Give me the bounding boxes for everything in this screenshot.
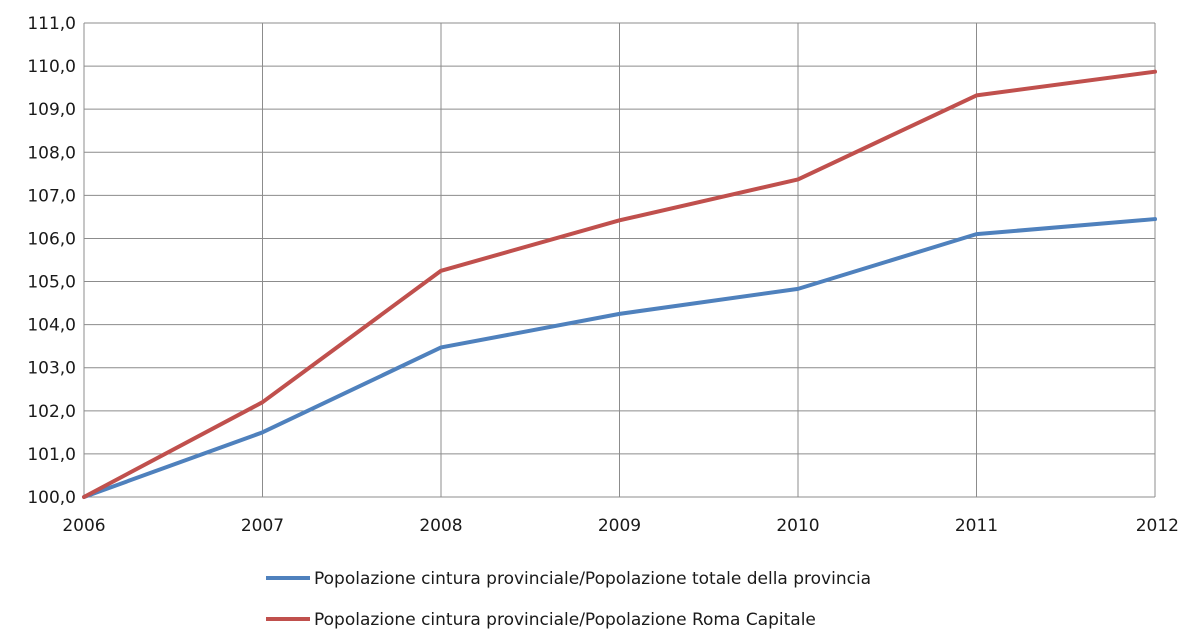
y-tick-label: 104,0 (27, 316, 76, 336)
y-tick-label: 100,0 (27, 488, 76, 508)
y-tick-label: 103,0 (27, 359, 76, 379)
legend: Popolazione cintura provinciale/Popolazi… (266, 569, 871, 630)
x-tick-label: 2012 (1136, 516, 1179, 536)
y-tick-label: 107,0 (27, 186, 76, 206)
legend-label: Popolazione cintura provinciale/Popolazi… (314, 569, 871, 589)
x-tick-label: 2008 (419, 516, 462, 536)
y-tick-label: 108,0 (27, 143, 76, 163)
x-tick-label: 2006 (62, 516, 105, 536)
y-tick-label: 106,0 (27, 229, 76, 249)
y-tick-label: 110,0 (27, 57, 76, 77)
y-tick-label: 111,0 (27, 14, 76, 34)
x-tick-label: 2010 (776, 516, 819, 536)
legend-label: Popolazione cintura provinciale/Popolazi… (314, 610, 816, 630)
y-tick-label: 101,0 (27, 445, 76, 465)
x-tick-label: 2011 (955, 516, 998, 536)
x-tick-label: 2007 (241, 516, 284, 536)
y-tick-label: 105,0 (27, 273, 76, 293)
y-tick-label: 102,0 (27, 402, 76, 422)
y-tick-label: 109,0 (27, 100, 76, 120)
x-tick-label: 2009 (598, 516, 641, 536)
